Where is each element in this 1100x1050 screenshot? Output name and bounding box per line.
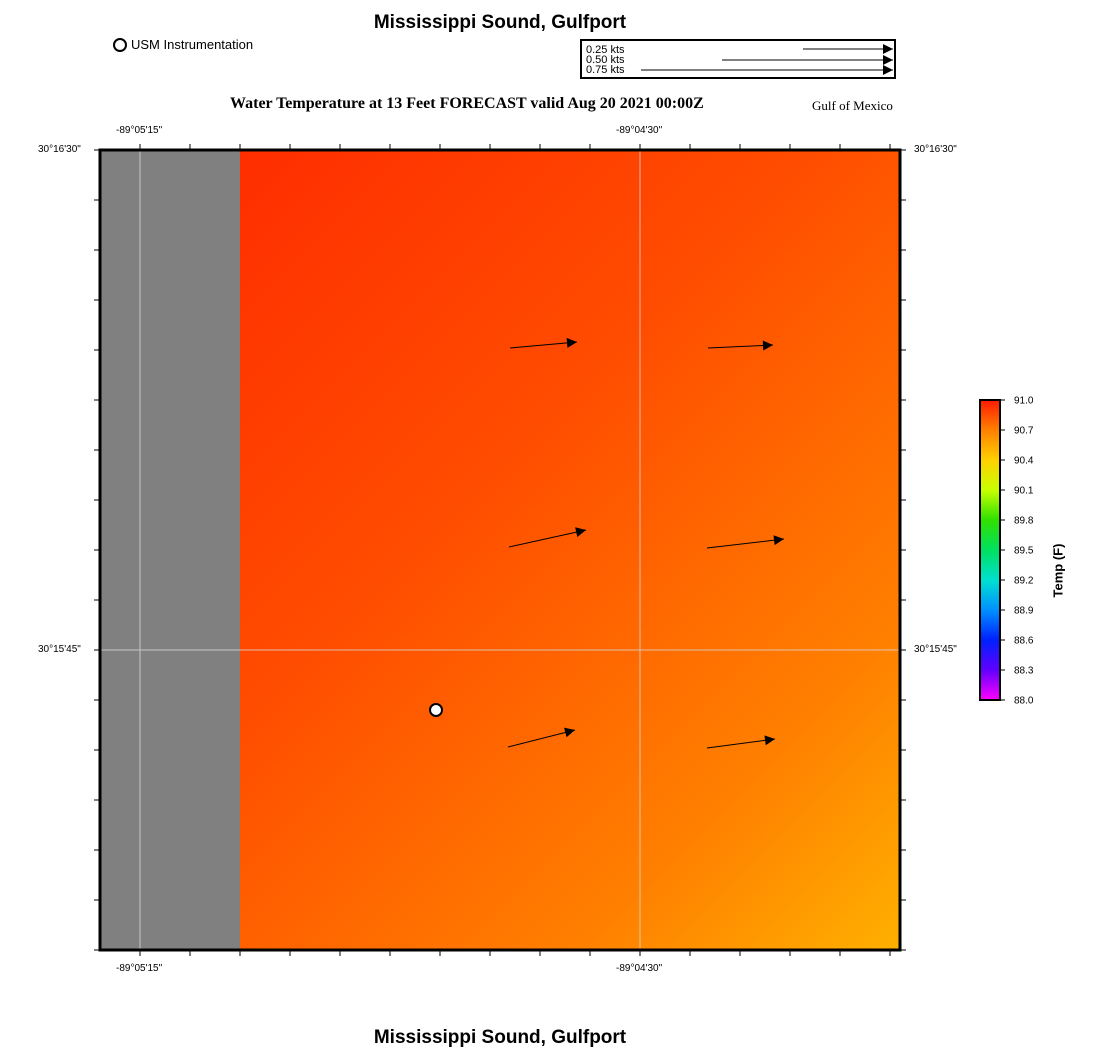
usm-station-marker[interactable] (429, 703, 443, 717)
colorbar-tick-label: 88.9 (1014, 606, 1034, 617)
axis-ticks (94, 144, 906, 956)
lon-label-bottom-2: -89°04'30" (616, 963, 663, 974)
speed-legend-label-3: 0.75 kts (586, 64, 625, 76)
speed-legend: 0.25 kts 0.50 kts 0.75 kts (580, 39, 896, 79)
colorbar-tick-label: 88.3 (1014, 666, 1034, 677)
footer-title: Mississippi Sound, Gulfport (373, 1027, 627, 1048)
region-label: Gulf of Mexico (812, 98, 893, 113)
page-title: Mississippi Sound, Gulfport (373, 12, 627, 33)
station-legend-label: USM Instrumentation (131, 37, 254, 52)
land-area (100, 150, 240, 950)
lat-label-left-2: 30°15'45" (38, 644, 81, 655)
lat-label-right-1: 30°16'30" (914, 144, 957, 155)
colorbar: 91.0 90.7 90.4 90.1 89.8 89.5 89.2 88.9 88.6 88.3… (979, 396, 1034, 707)
lon-label-top-1: -89°05'15" (116, 125, 163, 136)
current-vector-5 (507, 727, 576, 748)
map-title: Water Temperature at 13 Feet FORECAST va… (230, 95, 704, 112)
colorbar-tick-label: 90.7 (1014, 426, 1034, 437)
lat-label-left-1: 30°16'30" (38, 144, 81, 155)
colorbar-tick-label: 90.1 (1014, 486, 1034, 497)
colorbar-tick-label: 88.6 (1014, 636, 1034, 647)
colorbar-tick-label: 89.5 (1014, 546, 1034, 557)
colorbar-scale (979, 399, 1001, 701)
lon-label-top-2: -89°04'30" (616, 125, 663, 136)
colorbar-tick-label: 88.0 (1014, 696, 1034, 707)
speed-legend-label-1: 0.25 kts (586, 44, 625, 56)
graticule (100, 150, 900, 950)
current-vector-6 (706, 735, 776, 749)
current-vector-1 (509, 337, 578, 349)
current-vectors (507, 337, 785, 749)
station-marker-icon (113, 37, 127, 52)
current-vector-3 (508, 527, 587, 548)
colorbar-tick-label: 89.8 (1014, 516, 1034, 527)
station-legend: USM Instrumentation (113, 37, 253, 52)
lon-label-bottom-1: -89°05'15" (116, 963, 163, 974)
current-vector-2 (707, 340, 774, 351)
colorbar-tick-label: 91.0 (1014, 396, 1034, 407)
speed-legend-label-2: 0.50 kts (586, 54, 625, 66)
colorbar-tick-label: 90.4 (1014, 456, 1034, 467)
colorbar-tick-label: 89.2 (1014, 576, 1034, 587)
lat-label-right-2: 30°15'45" (914, 644, 957, 655)
map-plot (94, 144, 906, 956)
current-vector-4 (706, 535, 785, 549)
colorbar-ticks: 91.0 90.7 90.4 90.1 89.8 89.5 89.2 88.9 88.6 88.3… (1000, 396, 1034, 707)
colorbar-title: Temp (F) (1050, 543, 1066, 598)
speed-legend-box (580, 39, 896, 79)
